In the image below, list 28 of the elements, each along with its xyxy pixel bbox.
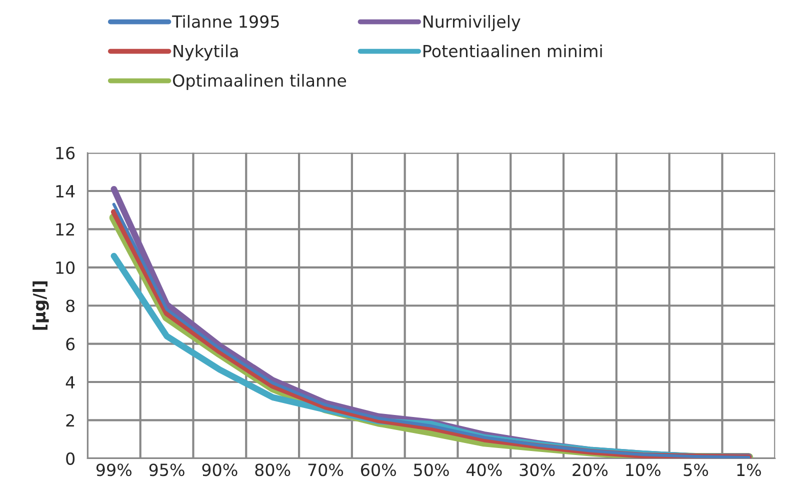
legend-label: Potentiaalinen minimi bbox=[424, 44, 602, 58]
y-tick-label: 0 bbox=[66, 452, 75, 465]
x-tick-label: 20% bbox=[572, 464, 608, 476]
y-tick-label: 16 bbox=[56, 146, 75, 160]
y-tick-label: 14 bbox=[56, 185, 75, 198]
x-tick-label: 99% bbox=[96, 464, 132, 476]
x-tick-label: 80% bbox=[255, 464, 290, 476]
x-tick-label: 70% bbox=[308, 464, 344, 476]
x-tick-label: 60% bbox=[361, 464, 396, 476]
y-tick-label: 8 bbox=[66, 300, 75, 312]
x-tick-label: 1% bbox=[737, 464, 761, 476]
y-tick-label: 12 bbox=[56, 223, 74, 236]
y-tick-label: 2 bbox=[66, 414, 74, 427]
x-tick-label: 30% bbox=[520, 464, 555, 476]
x-tick-label: 10% bbox=[626, 464, 660, 476]
x-tick-label: 50% bbox=[414, 464, 449, 476]
y-tick-label: 4 bbox=[66, 376, 75, 388]
legend-label: Nurmiviljely bbox=[424, 15, 520, 32]
y-axis-title: [µg/l] bbox=[32, 281, 49, 330]
x-tick-label: 5% bbox=[684, 464, 708, 476]
legend-label: Optimaalinen tilanne bbox=[173, 74, 346, 90]
legend-label: Tilanne 1995 bbox=[172, 15, 279, 28]
y-tick-label: 6 bbox=[66, 338, 75, 350]
x-tick-label: 90% bbox=[202, 464, 238, 476]
x-tick-label: 40% bbox=[466, 464, 502, 476]
legend-label: Nykytila bbox=[174, 44, 238, 61]
x-tick-label: 95% bbox=[149, 464, 184, 476]
y-tick-label: 10 bbox=[56, 261, 75, 274]
